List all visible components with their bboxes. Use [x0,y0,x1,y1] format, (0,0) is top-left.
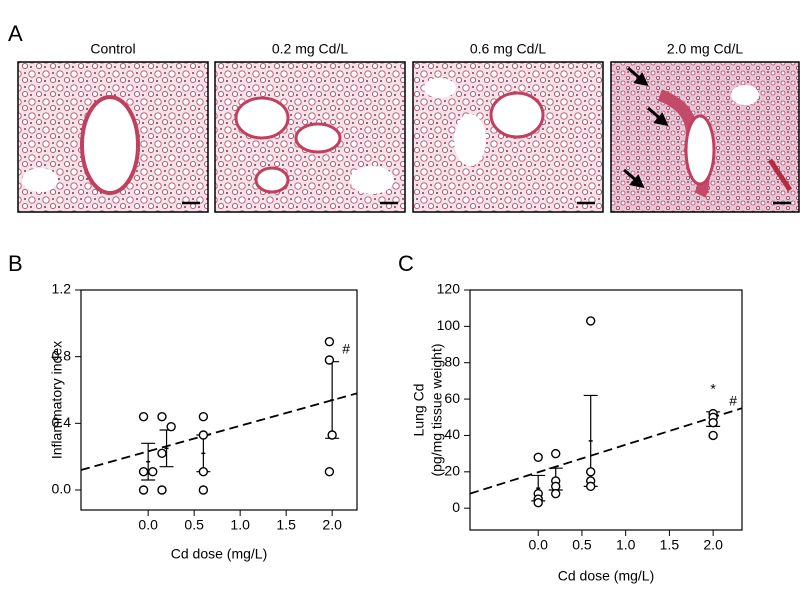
y-tick-label: 0.8 [52,347,72,363]
data-point [324,336,335,347]
image-title: 0.2 mg Cd/L [272,41,348,57]
annotation: # [729,393,737,409]
image-title: 2.0 mg Cd/L [667,41,743,57]
x-axis-label: Cd dose (mg/L) [558,568,654,584]
data-point [551,448,561,459]
image-title: Control [90,41,135,57]
trend-line [469,407,743,495]
data-point [148,466,158,477]
panel-label: A [8,21,23,46]
data-point [166,421,176,432]
x-tick-label: 0.5 [572,537,592,553]
micrograph [610,61,800,213]
micrograph [412,61,604,213]
x-tick-label: 1.0 [616,537,636,553]
data-point [324,466,335,477]
image-title: 0.6 mg Cd/L [470,41,546,57]
plot-frame [469,289,743,531]
y-tick-label: 100 [437,317,461,333]
y-tick-label: 80 [444,353,460,369]
data-point [551,488,561,499]
data-point [533,498,543,508]
x-tick-label: 2.0 [322,517,342,533]
x-axis-label: Cd dose (mg/L) [171,546,267,562]
plot-frame [80,289,358,511]
micrograph [214,61,406,213]
x-tick-label: 0.0 [528,537,548,553]
y-axis-label: Lung Cd [411,384,427,437]
panel-label: C [398,251,414,276]
y-tick-label: 60 [444,390,460,406]
micrograph [17,61,209,213]
data-point [708,418,718,428]
data-point [198,466,209,477]
data-point [708,430,718,441]
trend-line [80,392,358,471]
annotation: # [342,340,350,356]
panel-label: B [8,251,23,276]
y-axis-label: (pg/mg tissue weight) [429,343,445,476]
data-point [157,411,167,422]
data-point [198,430,209,440]
data-point [138,466,149,477]
data-point [157,448,167,459]
y-tick-label: 1.2 [52,281,72,297]
x-tick-label: 1.5 [660,537,680,553]
data-point [585,316,596,326]
y-tick-label: 120 [437,281,461,297]
x-tick-label: 0.0 [138,517,158,533]
data-point [324,355,335,365]
y-tick-label: 20 [444,463,460,479]
data-point [198,411,209,422]
data-point [585,467,596,477]
y-tick-label: 0.4 [52,414,72,430]
x-tick-label: 0.5 [184,517,204,533]
x-tick-label: 2.0 [703,537,723,553]
y-tick-label: 40 [444,426,460,442]
y-tick-label: 0.0 [52,481,72,497]
data-point [138,411,149,422]
data-point [157,485,167,495]
y-tick-label: 0 [452,499,460,515]
data-point [533,452,543,462]
data-point [585,481,596,492]
x-tick-label: 1.0 [230,517,250,533]
data-point [138,485,149,495]
x-tick-label: 1.5 [276,517,296,533]
y-axis-label: Inflammatory index [49,341,65,459]
data-point [198,485,209,495]
annotation: * [710,381,716,397]
data-point [327,430,337,440]
